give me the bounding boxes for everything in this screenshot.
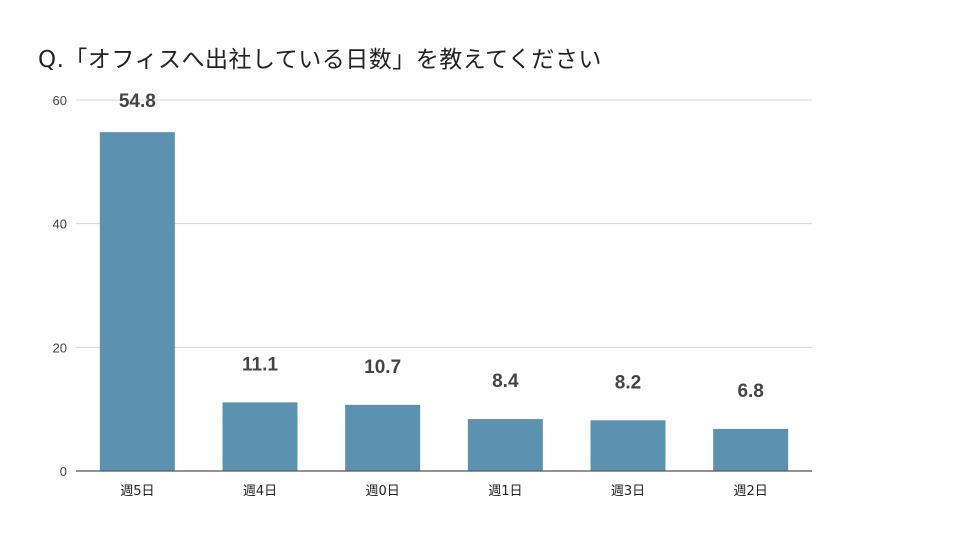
bar bbox=[467, 419, 543, 471]
bar bbox=[590, 420, 666, 471]
gridlines bbox=[76, 99, 812, 348]
x-category-label: 週3日 bbox=[611, 484, 645, 499]
y-tick-label: 60 bbox=[53, 93, 67, 108]
data-label: 8.4 bbox=[492, 371, 519, 392]
data-label: 54.8 bbox=[119, 91, 156, 112]
x-category-label: 週5日 bbox=[120, 484, 154, 499]
data-label: 11.1 bbox=[242, 354, 278, 375]
bar bbox=[345, 404, 421, 471]
bar bbox=[99, 132, 175, 472]
y-tick-label: 40 bbox=[53, 217, 67, 232]
data-label: 10.7 bbox=[364, 357, 401, 378]
data-label: 6.8 bbox=[737, 381, 763, 402]
x-category-label: 週1日 bbox=[488, 484, 522, 499]
bar bbox=[713, 428, 789, 471]
axes: 0 20 40 60 週5日 週4日 週0日 週1日 週3日 週2日 bbox=[53, 93, 812, 499]
y-tick-label: 20 bbox=[53, 340, 67, 355]
y-tick-label: 0 bbox=[60, 464, 67, 479]
x-category-label: 週4日 bbox=[243, 484, 277, 499]
chart-title: Q.「オフィスへ出社している日数」を教えてください bbox=[38, 47, 602, 73]
bar bbox=[222, 402, 298, 471]
data-label: 8.2 bbox=[615, 372, 641, 393]
x-category-label: 週0日 bbox=[366, 484, 400, 499]
bars bbox=[99, 132, 789, 472]
x-category-label: 週2日 bbox=[734, 484, 768, 499]
data-labels: 54.8 11.1 10.7 8.4 8.2 6.8 bbox=[119, 91, 764, 402]
